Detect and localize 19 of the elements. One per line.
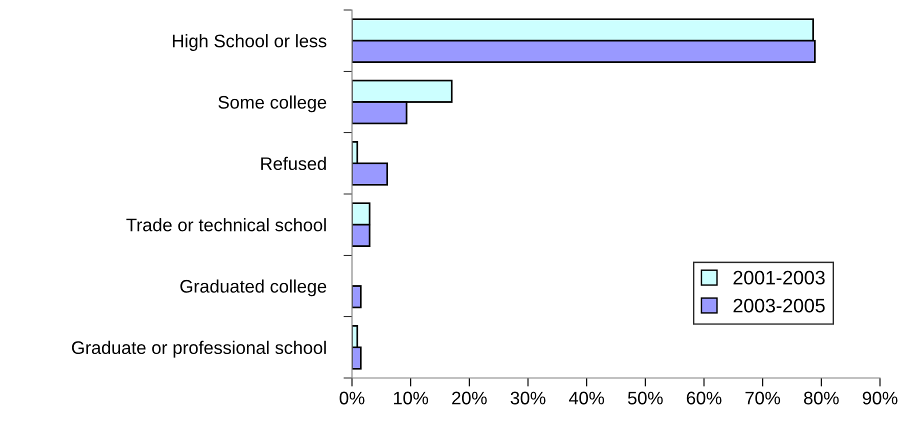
x-tick-label: 0%: [340, 392, 364, 404]
y-tick-label: Graduate or professional school: [72, 340, 326, 358]
y-tick-label: Graduated college: [180, 279, 326, 296]
y-tick-label: Some college: [218, 95, 326, 112]
y-tick-label: Refused: [261, 156, 326, 170]
x-tick-label: 60%: [686, 392, 722, 404]
legend-label: 2001-2003: [734, 270, 825, 285]
y-tick-label: High School or less: [172, 34, 326, 51]
legend-label: 2003-2005: [734, 298, 825, 312]
x-tick-label: 90%: [862, 392, 898, 404]
bar: [352, 285, 362, 308]
x-tick-label: 70%: [746, 392, 780, 404]
x-tick-label: 20%: [452, 392, 487, 404]
x-tick-label: 80%: [804, 392, 839, 404]
x-tick-label: 40%: [569, 392, 604, 404]
x-tick-label: 10%: [394, 392, 428, 404]
x-tick-label: 30%: [510, 392, 546, 404]
x-tick-label: 50%: [628, 392, 663, 404]
y-tick-label: Trade or technical school: [126, 218, 326, 232]
